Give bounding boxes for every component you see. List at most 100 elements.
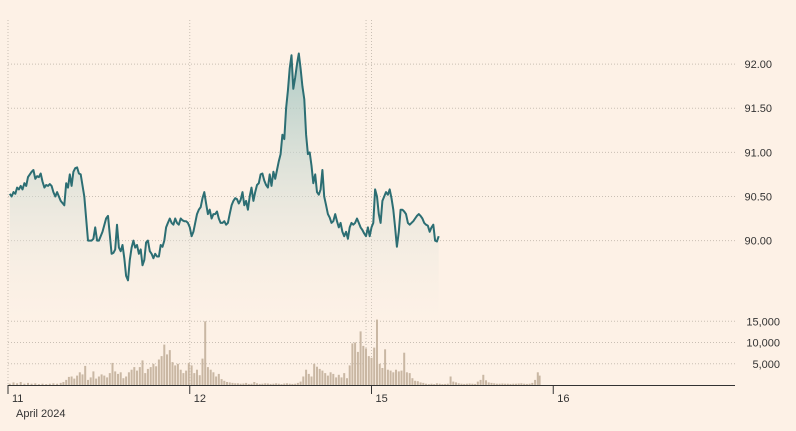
volume-bar xyxy=(52,383,55,385)
price-tick-label: 90.00 xyxy=(744,236,772,248)
volume-bar xyxy=(498,383,501,385)
volume-bar xyxy=(217,373,220,385)
volume-bar xyxy=(392,372,395,386)
volume-bar xyxy=(277,383,280,385)
volume-bar xyxy=(493,383,496,385)
volume-bar xyxy=(73,378,76,385)
volume-bar xyxy=(509,383,512,385)
x-axis-tick-label: 12 xyxy=(194,393,206,405)
volume-bar xyxy=(504,383,507,385)
volume-bar xyxy=(446,383,449,385)
volume-bar xyxy=(395,369,397,385)
volume-bar xyxy=(288,383,291,385)
volume-bar xyxy=(111,362,114,385)
volume-bar xyxy=(479,379,482,385)
volume-bar xyxy=(487,382,490,385)
volume-bar xyxy=(215,376,218,385)
volume-bar xyxy=(95,378,98,385)
volume-bar xyxy=(37,384,40,385)
volume-bar xyxy=(356,351,359,385)
price-tick-label: 90.50 xyxy=(744,191,772,203)
volume-bar xyxy=(133,367,136,385)
price-tick-label: 91.00 xyxy=(744,147,772,159)
volume-bar xyxy=(157,359,160,385)
price-line xyxy=(8,52,440,282)
volume-bar xyxy=(512,383,515,385)
volume-bar xyxy=(321,370,324,385)
volume-bar xyxy=(286,383,288,385)
volume-bar xyxy=(490,382,493,385)
volume-bar xyxy=(305,369,308,385)
volume-bar xyxy=(67,376,70,385)
x-axis-tick-label: 11 xyxy=(12,393,23,405)
volume-bar xyxy=(41,383,44,385)
volume-bar xyxy=(389,370,392,385)
volume-bar xyxy=(65,379,68,385)
volume-bar xyxy=(354,342,357,385)
volume-bar xyxy=(84,365,87,385)
volume-bar xyxy=(179,369,182,385)
volume-bar xyxy=(160,356,163,385)
volume-bar xyxy=(34,383,37,385)
volume-bar xyxy=(367,356,370,385)
volume-bar xyxy=(538,375,541,385)
volume-bar xyxy=(476,381,479,385)
volume-bar xyxy=(198,375,201,385)
volume-bar xyxy=(326,375,329,385)
volume-bar xyxy=(351,343,354,385)
volume-tick-label: 10,000 xyxy=(746,338,780,350)
volume-bar xyxy=(365,348,367,385)
volume-bar xyxy=(245,382,248,385)
volume-bar xyxy=(283,383,286,385)
volume-bar xyxy=(517,383,520,385)
volume-bar xyxy=(89,377,92,385)
volume-bar xyxy=(12,382,15,385)
volume-bar xyxy=(313,363,316,386)
volume-bar xyxy=(256,383,258,385)
volume-bar xyxy=(266,383,269,385)
volume-bar xyxy=(100,374,103,385)
volume-bar xyxy=(182,373,185,385)
volume-bar xyxy=(433,384,436,385)
x-axis-month-label: April 2024 xyxy=(16,408,66,420)
volume-bar xyxy=(174,365,177,385)
volume-bar xyxy=(163,344,166,385)
volume-bar xyxy=(253,382,256,385)
volume-bar xyxy=(125,376,128,385)
volume-bar xyxy=(234,383,237,385)
volume-bar xyxy=(525,383,528,385)
volume-bar xyxy=(247,383,250,385)
volume-bar xyxy=(534,379,537,385)
volume-bar xyxy=(146,368,149,385)
volume-bar xyxy=(201,358,204,385)
x-axis-ticks: 11 12 15 16 xyxy=(7,385,570,405)
volume-bar xyxy=(76,375,79,385)
volume-bar xyxy=(343,373,346,385)
price-area xyxy=(9,53,439,320)
volume-bar xyxy=(468,383,471,385)
volume-bar xyxy=(536,372,539,386)
volume-bar xyxy=(501,383,504,385)
volume-bar xyxy=(187,362,190,385)
volume-bar xyxy=(455,382,457,385)
volume-bar xyxy=(108,373,111,385)
volume-bar xyxy=(138,367,141,385)
volume-bar xyxy=(405,372,408,386)
volume-bar xyxy=(346,378,348,385)
volume-bar xyxy=(106,377,109,385)
volume-bar xyxy=(495,383,498,385)
volume-bar xyxy=(307,373,310,385)
volume-bar xyxy=(348,365,351,385)
volume-bar xyxy=(223,380,226,386)
volume-bar xyxy=(452,381,455,385)
volume-bar xyxy=(302,376,305,385)
x-axis-tick-label: 15 xyxy=(376,393,388,405)
volume-bar xyxy=(144,373,147,385)
volume-bar xyxy=(231,382,234,385)
volume-bar xyxy=(438,383,441,385)
volume-bar xyxy=(30,383,33,385)
volume-bar xyxy=(400,370,403,385)
volume-bar xyxy=(414,380,417,386)
